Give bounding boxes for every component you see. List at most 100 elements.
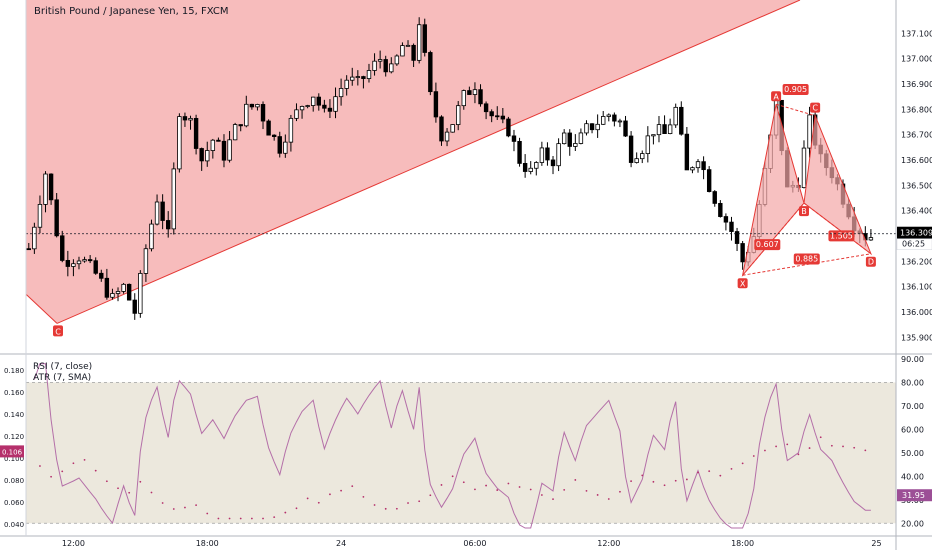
atr-dot xyxy=(674,479,677,482)
current-price-tag xyxy=(897,226,932,239)
candle-body xyxy=(584,123,589,134)
atr-dot xyxy=(808,447,811,449)
rsi-tick-label: 50.00 xyxy=(901,449,924,458)
atr-dot xyxy=(284,511,287,514)
candle-body xyxy=(667,124,673,135)
atr-dot xyxy=(764,449,766,452)
atr-dot xyxy=(518,486,521,488)
candle-body xyxy=(389,63,394,73)
candle-body xyxy=(411,44,416,61)
pattern-point-a-bg xyxy=(771,91,782,102)
atr-dot xyxy=(105,480,108,483)
candle-body xyxy=(199,148,204,162)
candle-body xyxy=(684,133,690,171)
pattern-point-b-bg xyxy=(798,206,809,217)
atr-dot xyxy=(295,507,298,510)
rsi-tick-label: 20.00 xyxy=(901,519,924,528)
indicator-pane[interactable] xyxy=(26,363,896,529)
pattern-point-x: X xyxy=(740,279,746,288)
atr-dot xyxy=(786,443,789,446)
candle-body xyxy=(104,277,110,298)
wedge-fill xyxy=(26,0,800,324)
candle-body xyxy=(517,140,522,164)
candle-body xyxy=(567,132,572,147)
price-tick-label: 136.000 xyxy=(901,308,932,317)
candle-body xyxy=(327,107,333,112)
candle-body xyxy=(679,106,684,135)
atr-dot xyxy=(485,484,487,487)
time-tick-label: 24 xyxy=(336,539,346,548)
atr-dot xyxy=(507,482,510,485)
atr-tick-label: 0.140 xyxy=(4,411,24,419)
candle-body xyxy=(238,124,243,127)
time-tick-label: 18:00 xyxy=(196,539,219,548)
price-tick-label: 136.100 xyxy=(901,283,932,292)
candle-body xyxy=(506,118,511,137)
atr-dot xyxy=(206,512,209,515)
price-tick-label: 137.000 xyxy=(901,55,932,64)
atr-dot xyxy=(663,484,666,487)
rsi-legend: RSI (7, close) xyxy=(33,362,93,372)
atr-dot xyxy=(719,474,722,477)
candle-body xyxy=(718,203,723,217)
candle-body xyxy=(534,162,539,169)
candle-body xyxy=(338,88,344,98)
candle-body xyxy=(138,273,143,314)
atr-dot xyxy=(117,487,119,490)
atr-dot xyxy=(741,462,744,465)
candle-body xyxy=(26,248,31,251)
pattern-point-c: C xyxy=(812,104,818,113)
rsi-tick-label: 70.00 xyxy=(901,402,924,411)
atr-dot xyxy=(329,493,331,496)
ratio-label-bg xyxy=(828,230,855,242)
atr-dot xyxy=(630,480,632,483)
atr-dot xyxy=(752,455,755,457)
atr-dot xyxy=(373,504,376,506)
candle-body xyxy=(294,109,299,119)
atr-dot xyxy=(161,502,164,504)
atr-dot xyxy=(607,498,610,500)
candle-body xyxy=(628,135,634,163)
candle-body xyxy=(277,136,282,154)
candle-body xyxy=(372,60,377,71)
atr-dot xyxy=(50,475,52,478)
candle-body xyxy=(573,143,578,147)
atr-dot xyxy=(864,449,867,452)
time-tick-label: 18:00 xyxy=(731,539,754,548)
pattern-point-d: D xyxy=(868,258,874,267)
atr-dot xyxy=(540,494,543,496)
atr-tick-label: 0.060 xyxy=(4,499,24,507)
ratio-label-bg xyxy=(782,83,809,95)
rsi-value-tag xyxy=(897,489,932,502)
candle-body xyxy=(110,293,115,298)
ratio-label: 0.607 xyxy=(756,240,779,249)
ratio-label: 0.885 xyxy=(795,255,818,264)
atr-dot xyxy=(853,446,856,449)
candle-body xyxy=(160,201,165,221)
candle-body xyxy=(244,103,249,127)
atr-dot xyxy=(440,484,443,486)
atr-legend: ATR (7, SMA) xyxy=(33,373,92,383)
candle-body xyxy=(87,259,93,262)
atr-dot xyxy=(407,502,409,504)
candle-body xyxy=(561,132,567,145)
rsi-tick-label: 60.00 xyxy=(901,425,924,434)
candle-body xyxy=(322,104,327,109)
candle-body xyxy=(305,105,310,107)
wedge-label: C xyxy=(55,327,61,336)
candle-body xyxy=(740,243,745,263)
atr-dot xyxy=(697,471,699,474)
price-tick-label: 136.400 xyxy=(901,207,932,216)
atr-tick-label: 0.120 xyxy=(4,433,24,441)
price-tick-label: 136.500 xyxy=(901,181,932,190)
atr-tick-label: 0.080 xyxy=(4,477,24,485)
candle-body xyxy=(483,103,489,113)
atr-tick-label: 0.100 xyxy=(4,455,24,463)
candle-body xyxy=(255,104,260,108)
candle-body xyxy=(283,141,288,154)
candle-body xyxy=(32,226,37,250)
atr-dot xyxy=(351,485,354,488)
candle-body xyxy=(623,120,628,137)
pattern-ratio-line xyxy=(742,202,805,276)
